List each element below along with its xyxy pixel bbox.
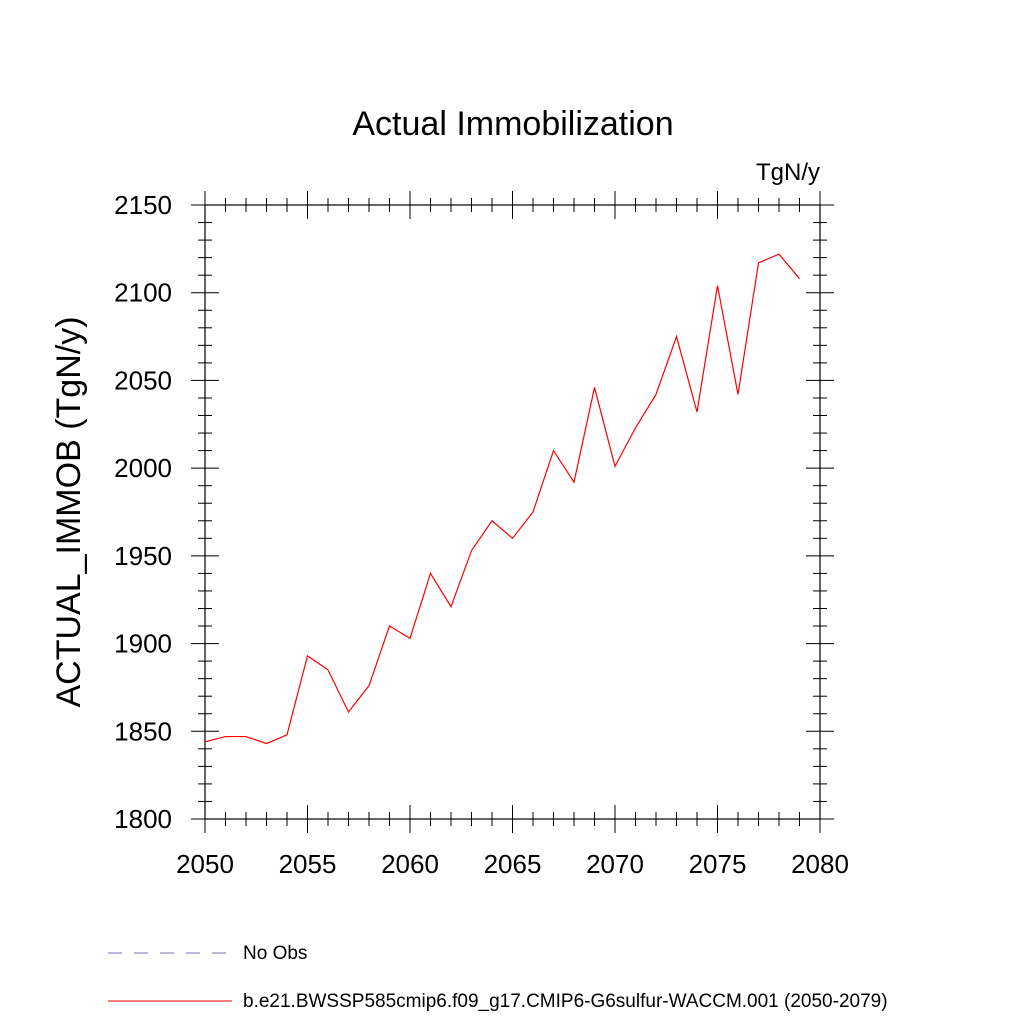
x-tick-label: 2055 bbox=[279, 849, 337, 879]
plot-frame bbox=[204, 204, 821, 820]
y-tick-label: 2150 bbox=[114, 190, 172, 220]
axis-tick-labels: 2050 2055 2060 2065 2070 2075 2080 1800 1850 1900… bbox=[114, 190, 849, 879]
y-tick-label: 1800 bbox=[114, 804, 172, 834]
y-tick-label: 1900 bbox=[114, 629, 172, 659]
legend-label-series: b.e21.BWSSP585cmip6.f09_g17.CMIP6-G6sulf… bbox=[243, 991, 888, 1012]
legend-label-no-obs: No Obs bbox=[243, 943, 307, 964]
x-tick-label: 2080 bbox=[791, 849, 849, 879]
x-tick-label: 2060 bbox=[381, 849, 439, 879]
y-tick-label: 2100 bbox=[114, 278, 172, 308]
x-tick-label: 2075 bbox=[689, 849, 747, 879]
chart-title: Actual Immobilization bbox=[352, 105, 673, 143]
axis-ticks bbox=[191, 191, 834, 833]
units-label: TgN/y bbox=[756, 159, 820, 186]
x-tick-label: 2065 bbox=[484, 849, 542, 879]
y-tick-label: 1850 bbox=[114, 716, 172, 746]
series-line-0 bbox=[204, 253, 800, 745]
y-tick-label: 1950 bbox=[114, 541, 172, 571]
x-tick-label: 2070 bbox=[586, 849, 644, 879]
x-tick-label: 2050 bbox=[176, 849, 234, 879]
series-group bbox=[204, 253, 800, 745]
y-tick-label: 2000 bbox=[114, 453, 172, 483]
y-axis-label: ACTUAL_IMMOB (TgN/y) bbox=[50, 316, 88, 707]
legend: No Obs b.e21.BWSSP585cmip6.f09_g17.CMIP6… bbox=[108, 943, 888, 1012]
y-tick-label: 2050 bbox=[114, 365, 172, 395]
